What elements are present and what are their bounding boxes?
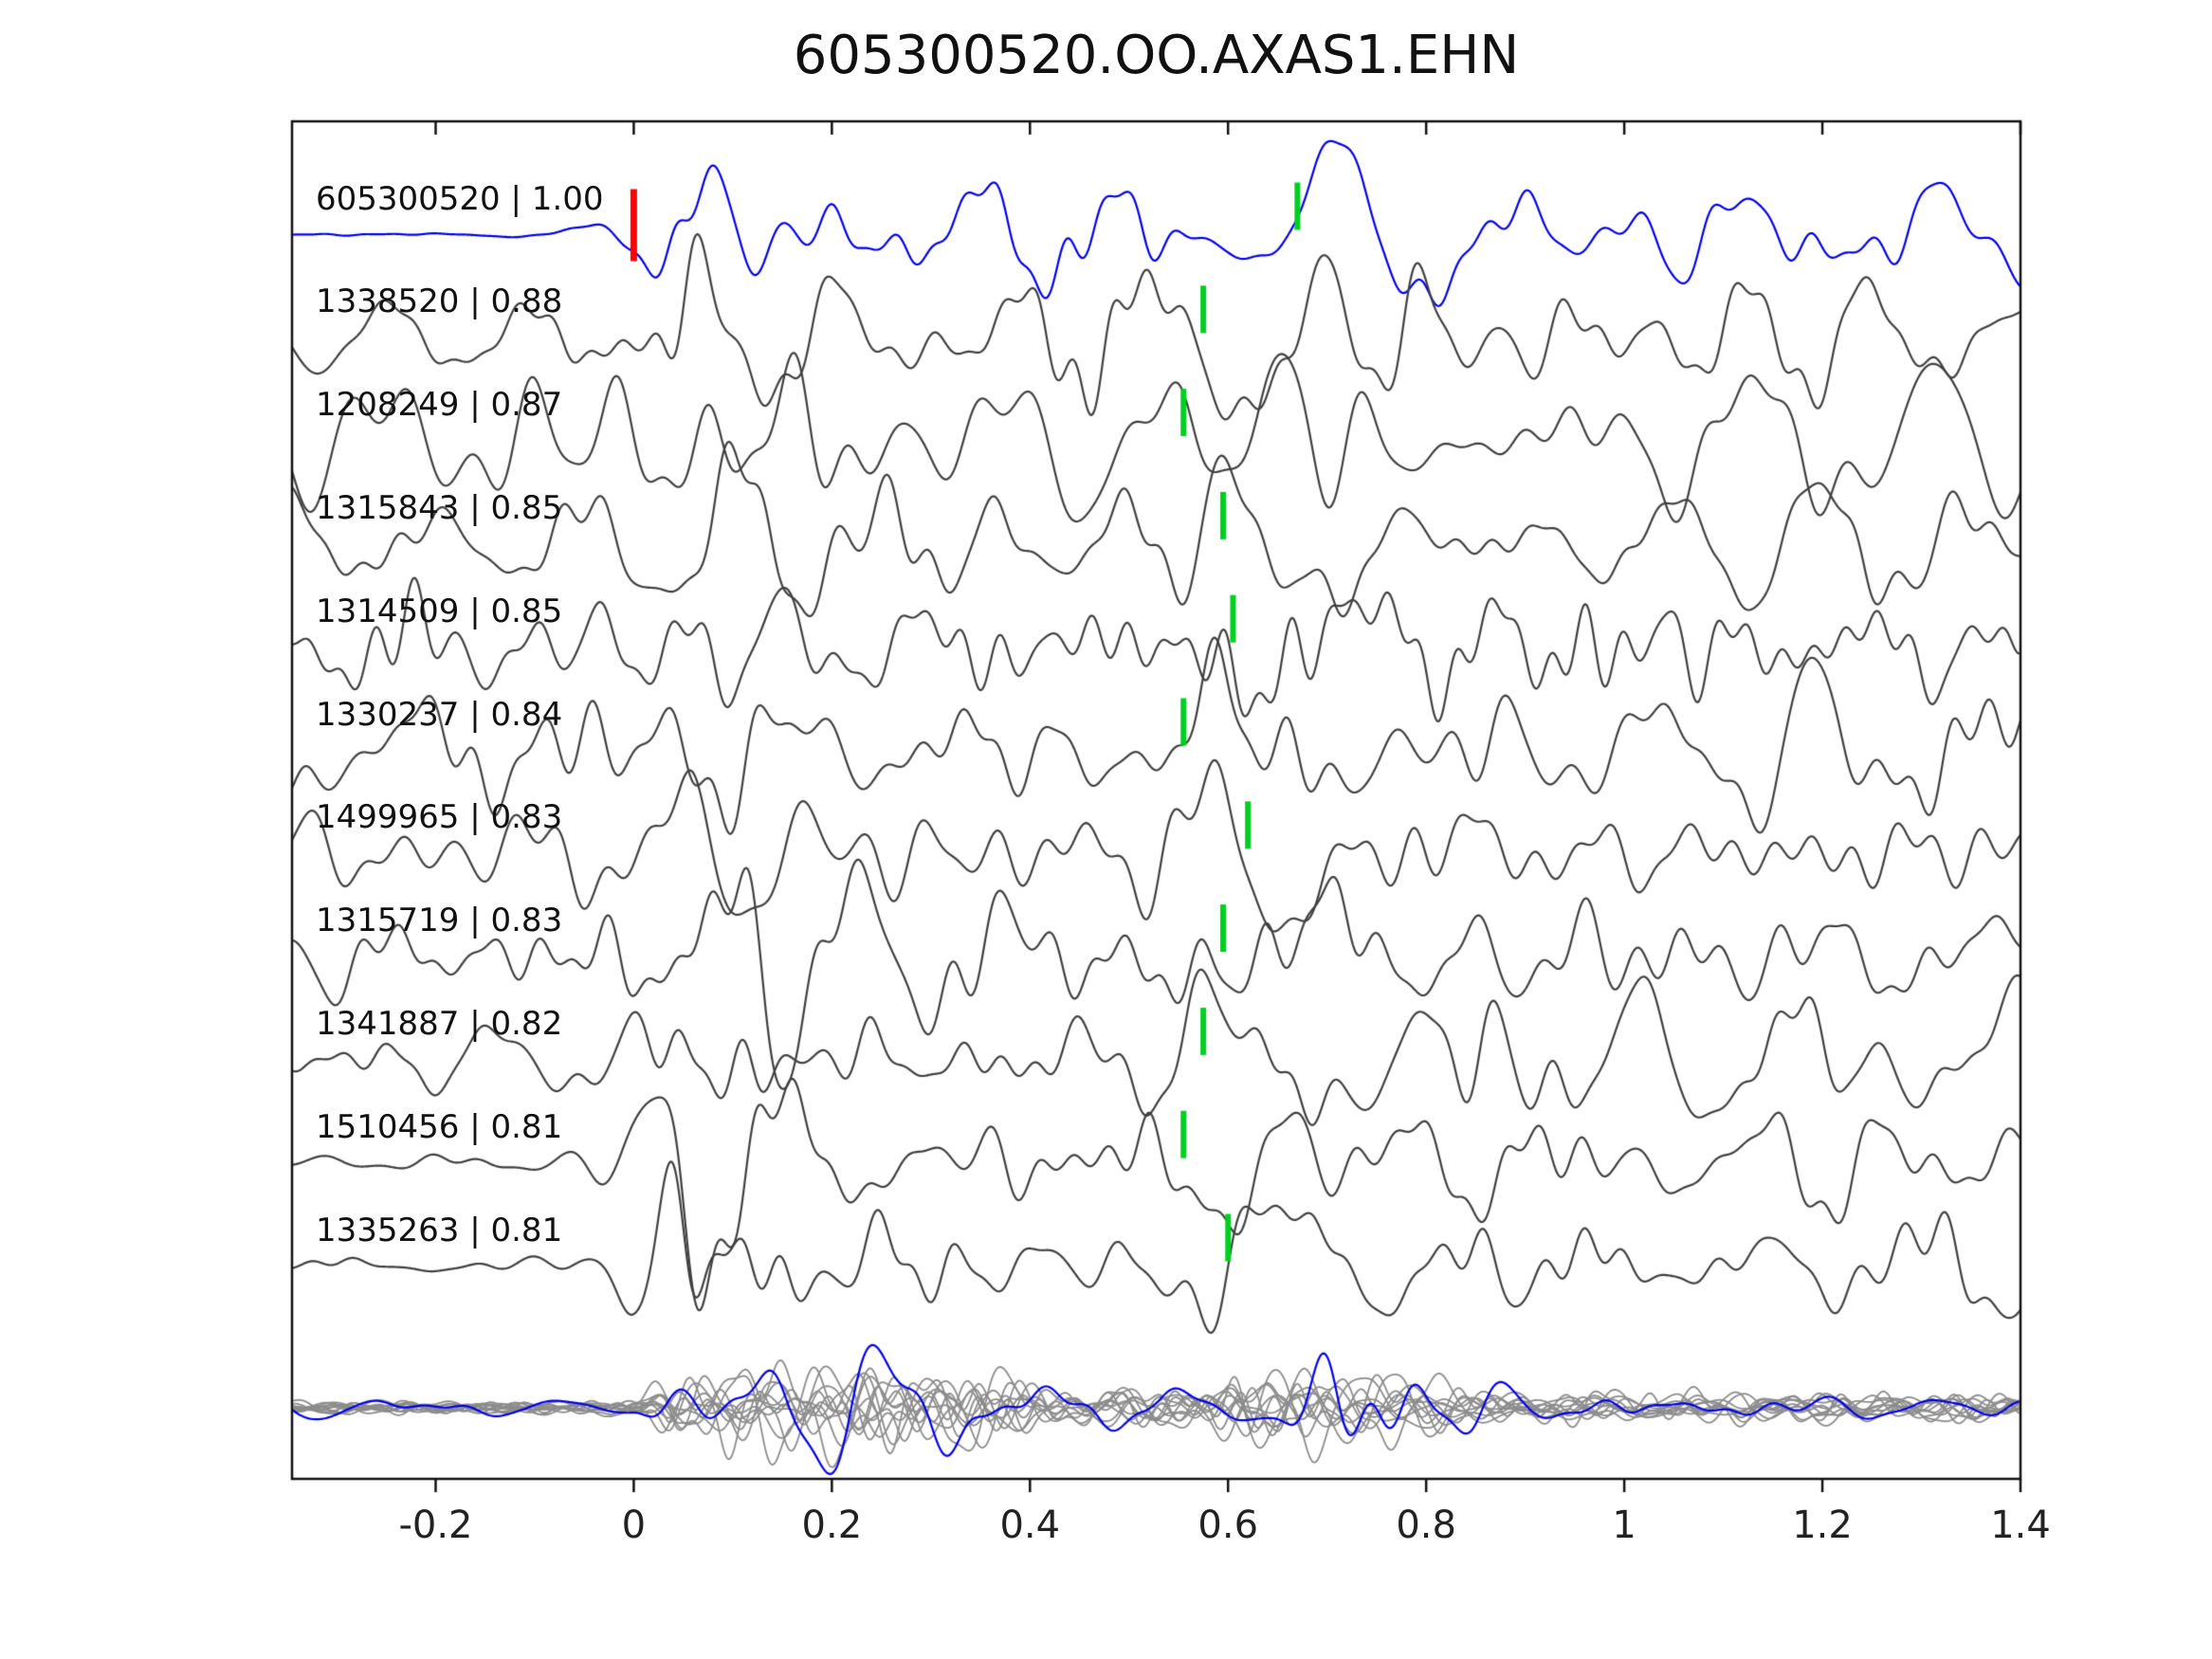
x-tick-label: 0.2 <box>801 1504 863 1547</box>
x-tick-label: 1.2 <box>1792 1504 1853 1547</box>
x-tick-label: 0.6 <box>1197 1504 1259 1547</box>
trace-label: 1314509 | 0.85 <box>316 592 563 630</box>
trace-label: 605300520 | 1.00 <box>316 179 604 218</box>
x-tick-label: 1 <box>1612 1504 1636 1547</box>
x-tick-label: 0.8 <box>1396 1504 1456 1547</box>
x-tick-label: 1.4 <box>1990 1504 2051 1547</box>
trace-label: 1338520 | 0.88 <box>316 283 563 321</box>
trace-label: 1330237 | 0.84 <box>316 695 563 734</box>
trace-label: 1315719 | 0.83 <box>316 902 563 940</box>
x-tick-label: -0.2 <box>398 1504 473 1547</box>
trace-label: 1208249 | 0.87 <box>316 386 563 425</box>
x-tick-label: 0.4 <box>999 1504 1061 1547</box>
trace-label: 1315843 | 0.85 <box>316 488 563 527</box>
trace-label: 1341887 | 0.82 <box>316 1004 563 1043</box>
x-tick-label: 0 <box>621 1504 647 1547</box>
trace-label: 1499965 | 0.83 <box>316 798 563 837</box>
trace-label: 1510456 | 0.81 <box>316 1107 563 1146</box>
trace-label: 1335263 | 0.81 <box>316 1211 563 1249</box>
